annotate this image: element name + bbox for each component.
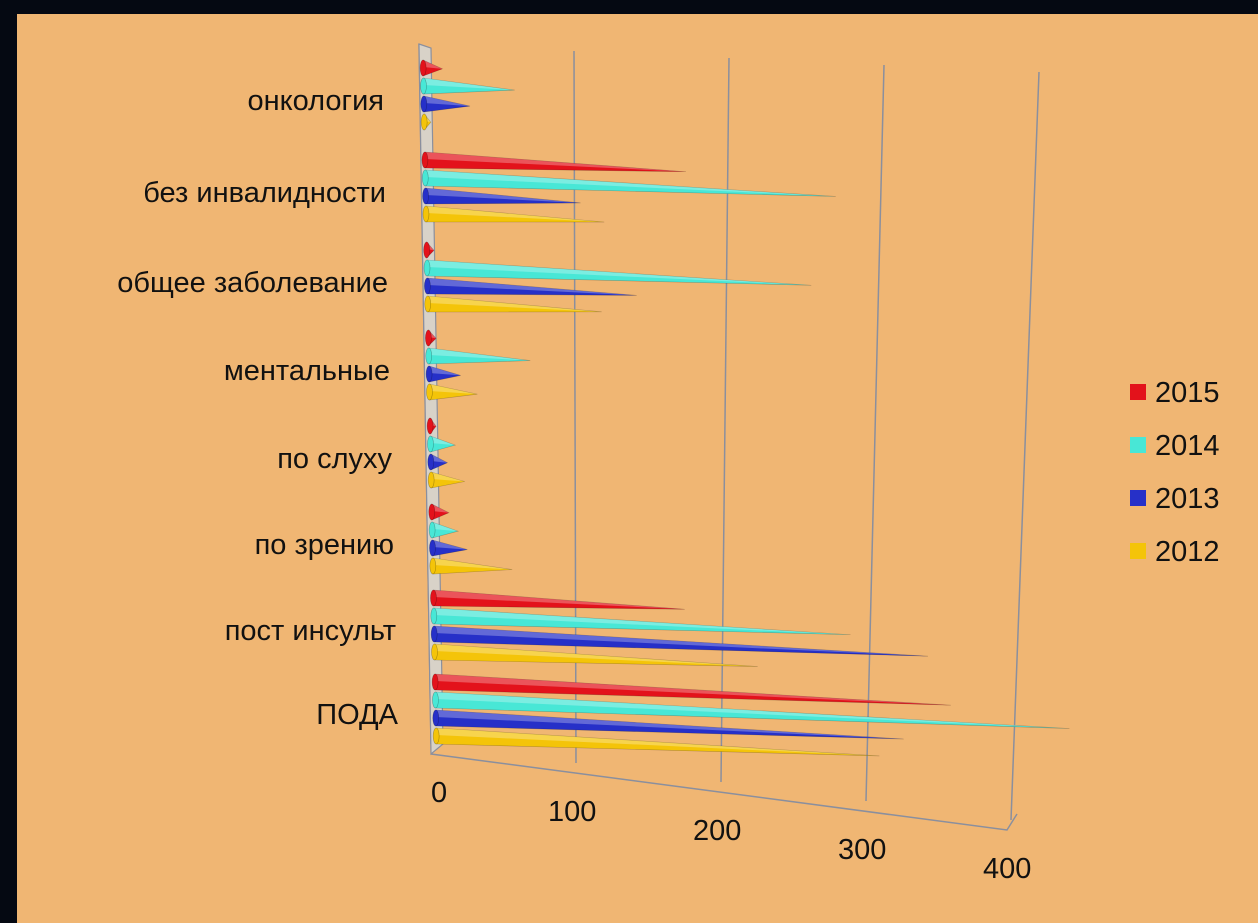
cone-base-2015-5	[428, 503, 436, 521]
cone-base-2015-2	[423, 241, 430, 259]
legend-label-2012: 2012	[1155, 536, 1220, 568]
category-label: ментальные	[224, 355, 390, 387]
cone-base-2012-3	[426, 383, 433, 401]
category-label: по зрению	[255, 529, 394, 561]
x-tick-200: 200	[693, 815, 741, 847]
category-label: пост инсульт	[225, 615, 396, 647]
legend-label-2013: 2013	[1155, 483, 1220, 515]
cone-base-2013-0	[420, 95, 428, 113]
cone-highlight-2015-0	[423, 60, 443, 69]
cone-highlight-2013-1	[425, 188, 581, 203]
cone-base-2012-7	[432, 727, 440, 745]
cone-highlight-2015-1	[424, 152, 686, 172]
cone-highlight-2013-2	[427, 278, 637, 296]
cone-layer	[419, 59, 1070, 757]
cone-highlight-2015-5	[431, 504, 449, 513]
legend: 2015 2014 2013 2012	[1130, 377, 1220, 568]
cone-base-2015-4	[426, 417, 434, 435]
gridline-400	[1010, 71, 1040, 821]
cone-highlight-2015-7	[435, 674, 951, 706]
cone-highlight-2012-5	[432, 558, 513, 570]
cone-base-2013-4	[427, 453, 435, 471]
cone-base-2012-0	[420, 113, 428, 131]
cone-highlight-2013-4	[430, 454, 448, 463]
cone-highlight-2014-1	[425, 170, 836, 197]
x-tick-100: 100	[548, 796, 596, 828]
cone-base-2014-7	[432, 691, 439, 709]
cone-base-2014-4	[427, 435, 434, 453]
cone-base-2013-2	[424, 277, 431, 295]
cone-highlight-2012-1	[425, 206, 605, 223]
legend-swatch-2013	[1130, 490, 1146, 506]
category-label: ПОДА	[316, 699, 398, 731]
chart-panel: онкология без инвалидности общее заболеван…	[17, 14, 1258, 923]
cone-base-2014-1	[421, 169, 429, 187]
category-labels: онкология без инвалидности общее заболеван…	[117, 85, 398, 731]
cone-highlight-2015-6	[433, 590, 685, 610]
cone-base-2015-3	[425, 329, 432, 347]
cone-highlight-2012-6	[434, 644, 758, 667]
cone-highlight-2012-4	[431, 472, 465, 482]
cone-highlight-2012-7	[436, 728, 880, 756]
category-label: по слуху	[277, 443, 392, 475]
cone-highlight-2013-5	[432, 540, 468, 550]
cone-bar-chart: онкология без инвалидности общее заболеван…	[117, 43, 1220, 885]
x-tick-labels: 0 100 200 300 400	[431, 777, 1031, 885]
x-tick-400: 400	[983, 853, 1031, 885]
cone-base-2014-5	[428, 521, 436, 539]
cone-base-2015-6	[430, 589, 437, 607]
x-tick-0: 0	[431, 777, 447, 809]
legend-label-2015: 2015	[1155, 377, 1220, 409]
cone-base-2012-6	[431, 643, 438, 661]
gridline-200	[720, 57, 730, 783]
floor-edge	[430, 753, 1018, 831]
cone-base-2013-3	[425, 365, 433, 383]
cone-base-2014-2	[423, 259, 431, 277]
cone-base-2012-2	[424, 295, 432, 313]
category-label: без инвалидности	[143, 177, 386, 209]
x-tick-300: 300	[838, 834, 886, 866]
cone-highlight-2014-3	[428, 348, 531, 361]
cone-highlight-2012-2	[427, 296, 602, 312]
cone-highlight-2014-2	[427, 260, 812, 286]
cone-base-2013-7	[432, 709, 440, 727]
cone-highlight-2014-6	[433, 608, 851, 635]
cone-highlight-2014-7	[435, 692, 1070, 729]
cone-base-2013-1	[422, 187, 429, 205]
cone-base-2014-6	[430, 607, 438, 625]
cone-highlight-2014-5	[432, 522, 459, 532]
cone-highlight-2014-4	[430, 436, 456, 446]
cone-highlight-2013-3	[429, 366, 461, 376]
cone-base-2013-6	[430, 625, 438, 643]
cone-base-2015-0	[419, 59, 427, 77]
cone-base-2014-0	[420, 77, 427, 95]
legend-swatch-2012	[1130, 543, 1146, 559]
cone-highlight-2013-0	[423, 96, 471, 107]
cone-base-2015-7	[431, 673, 439, 691]
cone-highlight-2013-6	[434, 626, 929, 657]
legend-label-2014: 2014	[1155, 430, 1220, 462]
cone-base-2012-1	[422, 205, 430, 223]
category-label: общее заболевание	[117, 267, 388, 299]
cone-highlight-2012-3	[429, 384, 478, 395]
cone-highlight-2013-7	[435, 710, 904, 740]
cone-base-2013-5	[429, 539, 436, 557]
cone-base-2015-1	[421, 151, 429, 169]
gridline-300	[865, 64, 885, 802]
cone-highlight-2014-0	[423, 78, 515, 91]
cone-base-2014-3	[425, 347, 433, 365]
category-label: онкология	[247, 85, 384, 117]
legend-swatch-2015	[1130, 384, 1146, 400]
cone-base-2012-5	[429, 557, 437, 575]
cone-base-2012-4	[427, 471, 435, 489]
legend-swatch-2014	[1130, 437, 1146, 453]
